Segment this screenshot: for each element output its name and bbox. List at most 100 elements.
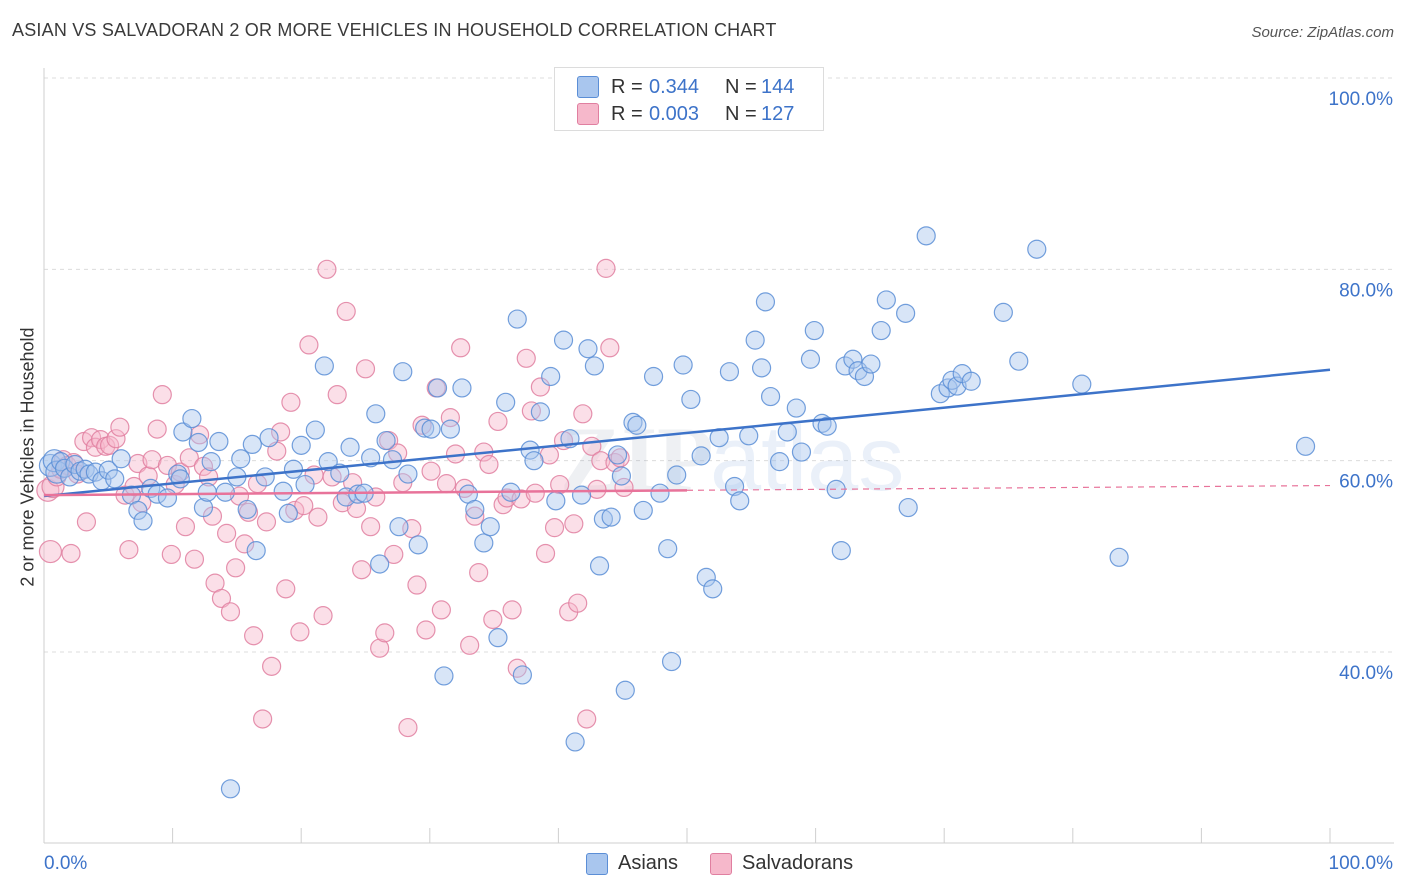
asians-point xyxy=(942,370,962,390)
y-tick-label: 100.0% xyxy=(1329,89,1394,110)
asians-point xyxy=(318,452,338,472)
asians-point xyxy=(565,732,585,752)
asians-point xyxy=(201,452,221,472)
asians-point xyxy=(480,517,500,537)
salvadorans-point xyxy=(61,543,81,564)
salvadorans-point xyxy=(568,593,588,613)
asians-point xyxy=(193,497,214,518)
asians-point xyxy=(408,535,428,555)
salvadorans-point xyxy=(375,623,395,643)
salvadorans-point xyxy=(110,417,130,437)
asians-point xyxy=(366,404,386,424)
r-label: R = xyxy=(611,75,643,98)
salvadorans-point xyxy=(544,518,565,538)
salvadorans-point xyxy=(502,600,522,620)
asians-points xyxy=(38,226,1316,799)
salvadorans-point xyxy=(421,461,441,481)
salvadorans-points xyxy=(36,258,634,738)
salvadorans-point xyxy=(440,408,460,428)
asians-point xyxy=(691,446,711,466)
asians-point xyxy=(730,491,750,511)
x-tick-label: 100.0% xyxy=(1329,853,1394,874)
salvadorans-point xyxy=(327,385,347,405)
asians-point xyxy=(553,330,574,350)
grid-lines xyxy=(44,77,1394,653)
salvadorans-point xyxy=(355,359,376,379)
salvadorans-point xyxy=(244,626,264,646)
asians-point xyxy=(237,499,257,520)
asians-point xyxy=(817,416,837,436)
salvadorans-point xyxy=(398,717,418,738)
asians-point xyxy=(1109,547,1129,567)
salvadorans-point xyxy=(147,419,167,439)
asians-point xyxy=(60,467,80,487)
salvadorans-point xyxy=(152,385,172,405)
salvadorans-point xyxy=(106,429,126,449)
asians-point xyxy=(246,540,266,561)
asians-point xyxy=(786,398,806,418)
salvadorans-point xyxy=(190,425,210,445)
source-label: Source: ZipAtlas.com xyxy=(1251,24,1394,41)
salvadorans-point xyxy=(488,411,508,432)
stats-legend: R = 0.344 N = 144 R = 0.003 N = 127 xyxy=(554,67,824,131)
salvadorans-point xyxy=(281,392,301,412)
asians-point xyxy=(843,349,863,369)
asians-point xyxy=(607,445,628,465)
asians-point xyxy=(571,485,592,505)
salvadorans-point xyxy=(262,656,282,676)
salvadorans-point xyxy=(436,474,457,494)
asians-point xyxy=(661,651,682,672)
asians-point xyxy=(739,426,759,446)
asians-point xyxy=(584,356,605,376)
asians-point xyxy=(393,362,413,382)
salvadorans-point xyxy=(211,588,232,609)
salvadorans-point xyxy=(253,709,273,729)
asians-point xyxy=(382,450,403,470)
asians-point xyxy=(719,362,740,382)
salvadorans-point xyxy=(256,512,277,532)
salvadorans-point xyxy=(384,544,404,565)
salvadorans-point xyxy=(336,301,356,322)
asians-point xyxy=(220,779,241,799)
asians-point xyxy=(861,354,881,374)
asians-point xyxy=(916,226,936,246)
salvadorans-point xyxy=(161,544,181,565)
asians-point xyxy=(804,320,824,341)
y-tick-label: 80.0% xyxy=(1339,280,1393,301)
asians-point xyxy=(696,567,716,587)
salvadorans-point xyxy=(217,523,237,543)
asians-point xyxy=(512,665,532,685)
salvadorans-point xyxy=(431,600,451,620)
asians-point xyxy=(791,442,812,462)
asians-point xyxy=(105,469,125,489)
asians-point xyxy=(295,474,315,495)
asians-point xyxy=(896,303,916,323)
asians-point xyxy=(755,292,776,312)
asians-point xyxy=(681,389,701,410)
asians-point xyxy=(930,384,950,404)
salvadorans-point xyxy=(271,422,291,442)
asians-point xyxy=(601,507,621,527)
salvadorans-point xyxy=(407,575,427,595)
salvadorans-trend-line xyxy=(43,489,688,497)
asians-point xyxy=(633,500,653,521)
asians-point xyxy=(898,497,918,518)
asians-point xyxy=(800,349,821,369)
asians-point xyxy=(197,482,217,502)
asians-point xyxy=(751,358,772,378)
asians-point xyxy=(961,371,981,391)
asians-point xyxy=(370,554,390,574)
asians-point xyxy=(427,378,448,398)
asians-point xyxy=(835,356,855,376)
legend-label-asians: Asians xyxy=(618,852,679,874)
salvadorans-point xyxy=(313,606,333,626)
asians-point xyxy=(589,556,610,576)
salvadorans-point xyxy=(550,474,570,495)
asians-point xyxy=(474,533,494,553)
asians-point xyxy=(283,459,304,479)
salvadorans-swatch xyxy=(710,852,732,875)
asians-point xyxy=(777,422,797,442)
salvadorans-point xyxy=(276,579,296,599)
salvadorans-trend-extension xyxy=(686,484,1331,491)
asians-point xyxy=(769,452,790,472)
